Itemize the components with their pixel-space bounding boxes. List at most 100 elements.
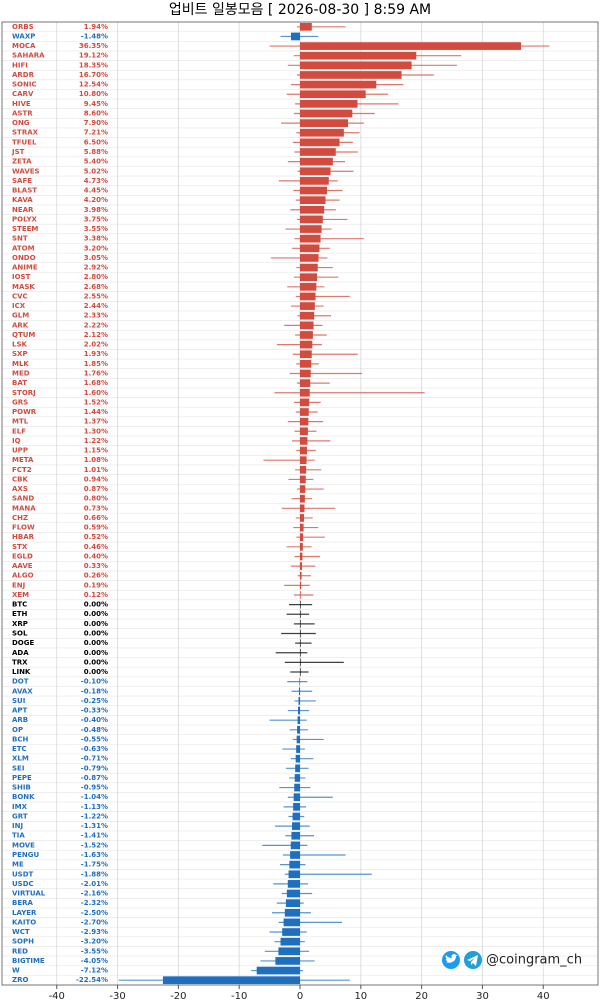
value-label: 0.46%	[84, 543, 108, 551]
category-label: ONDO	[12, 254, 36, 262]
value-label: 5.88%	[84, 148, 108, 156]
category-label: LSK	[12, 341, 28, 349]
category-label: ASTR	[12, 109, 33, 117]
value-label: 10.80%	[79, 90, 108, 98]
bar	[300, 215, 323, 224]
bar	[300, 331, 313, 339]
category-label: WAXP	[12, 32, 35, 40]
category-label: ARK	[12, 321, 29, 329]
value-label: 3.05%	[84, 254, 108, 262]
value-label: 0.87%	[84, 485, 108, 493]
bar	[300, 360, 312, 368]
bar	[300, 311, 315, 320]
category-label: MOCA	[12, 42, 36, 50]
value-label: -0.55%	[81, 735, 108, 743]
bar	[300, 51, 417, 60]
category-label: APT	[12, 707, 28, 715]
category-label: SONIC	[12, 81, 37, 89]
category-label: USDC	[12, 880, 34, 888]
value-label: 0.00%	[84, 668, 108, 676]
telegram-glyph	[467, 955, 478, 966]
bar	[300, 369, 311, 378]
category-label: MANA	[12, 504, 36, 512]
bar	[295, 764, 300, 773]
bar	[282, 928, 300, 936]
bar	[300, 167, 331, 176]
value-label: 3.75%	[84, 215, 108, 223]
category-label: SUI	[12, 697, 25, 705]
category-label: TRX	[12, 658, 28, 666]
bar	[275, 957, 300, 965]
value-label: 1.85%	[84, 360, 108, 368]
x-tick-label: 20	[415, 991, 428, 1000]
category-label: SHIB	[12, 784, 31, 792]
value-label: 2.22%	[84, 321, 108, 329]
value-label: 0.00%	[84, 639, 108, 647]
value-label: 0.73%	[84, 504, 108, 512]
x-tick-label: 10	[354, 991, 367, 1000]
value-label: 0.00%	[84, 620, 108, 628]
value-label: 19.12%	[79, 52, 108, 60]
bar	[300, 138, 340, 147]
category-label: POWR	[12, 408, 37, 416]
value-label: -1.41%	[81, 832, 108, 840]
value-label: 3.20%	[84, 244, 108, 252]
bar	[300, 571, 302, 580]
value-label: 1.76%	[84, 369, 108, 377]
category-label: META	[12, 456, 34, 464]
category-label: ICX	[12, 302, 26, 310]
bar	[300, 186, 328, 195]
bar	[292, 822, 300, 830]
value-label: -1.13%	[81, 803, 108, 811]
value-label: -2.93%	[81, 928, 108, 936]
value-label: 2.92%	[84, 264, 108, 272]
category-label: POLYX	[12, 215, 38, 223]
value-label: 0.59%	[84, 524, 108, 532]
value-label: -0.18%	[81, 687, 108, 695]
value-label: -1.31%	[81, 822, 108, 830]
category-label: XEM	[12, 591, 29, 599]
value-label: -3.55%	[81, 947, 108, 955]
bar	[293, 802, 300, 811]
x-tick-label: 0	[297, 991, 303, 1000]
bar	[300, 100, 358, 108]
bar	[297, 725, 300, 734]
value-label: -1.22%	[81, 812, 108, 820]
bar	[287, 880, 300, 888]
category-label: BCH	[12, 735, 28, 743]
category-label: SAFE	[12, 177, 32, 185]
category-label: MLK	[12, 360, 29, 368]
bar	[300, 177, 329, 185]
value-label: 1.30%	[84, 427, 108, 435]
category-label: ALGO	[12, 572, 34, 580]
bar	[298, 697, 300, 705]
bar	[256, 966, 300, 975]
category-label: WAVES	[12, 167, 40, 175]
category-label: AVAX	[12, 687, 33, 695]
bar	[300, 157, 333, 166]
bar	[300, 302, 315, 310]
plot-area: ORBS 1.94% WAXP -1.48% MOCA 36.35% SAHARA 19.12…	[2, 21, 598, 989]
bar	[300, 282, 317, 291]
bar	[300, 668, 301, 676]
value-label: -1.88%	[81, 870, 108, 878]
value-label: 0.12%	[84, 591, 108, 599]
category-label: FLOW	[12, 524, 35, 532]
bar	[289, 860, 300, 869]
category-label: ARDR	[12, 71, 35, 79]
category-label: INJ	[12, 822, 23, 830]
bar	[300, 533, 304, 542]
category-label: ATOM	[12, 244, 35, 252]
value-label: -4.05%	[81, 957, 108, 965]
value-label: 16.70%	[79, 71, 108, 79]
category-label: DOGE	[12, 639, 35, 647]
twitter-glyph	[445, 954, 458, 963]
category-label: BIGTIME	[12, 957, 45, 965]
value-label: -2.50%	[81, 909, 108, 917]
value-label: 1.15%	[84, 447, 108, 455]
value-label: 5.02%	[84, 167, 108, 175]
category-label: XRP	[12, 620, 28, 628]
value-label: -0.63%	[81, 745, 108, 753]
category-label: ADA	[12, 649, 29, 657]
value-label: 0.80%	[84, 495, 108, 503]
